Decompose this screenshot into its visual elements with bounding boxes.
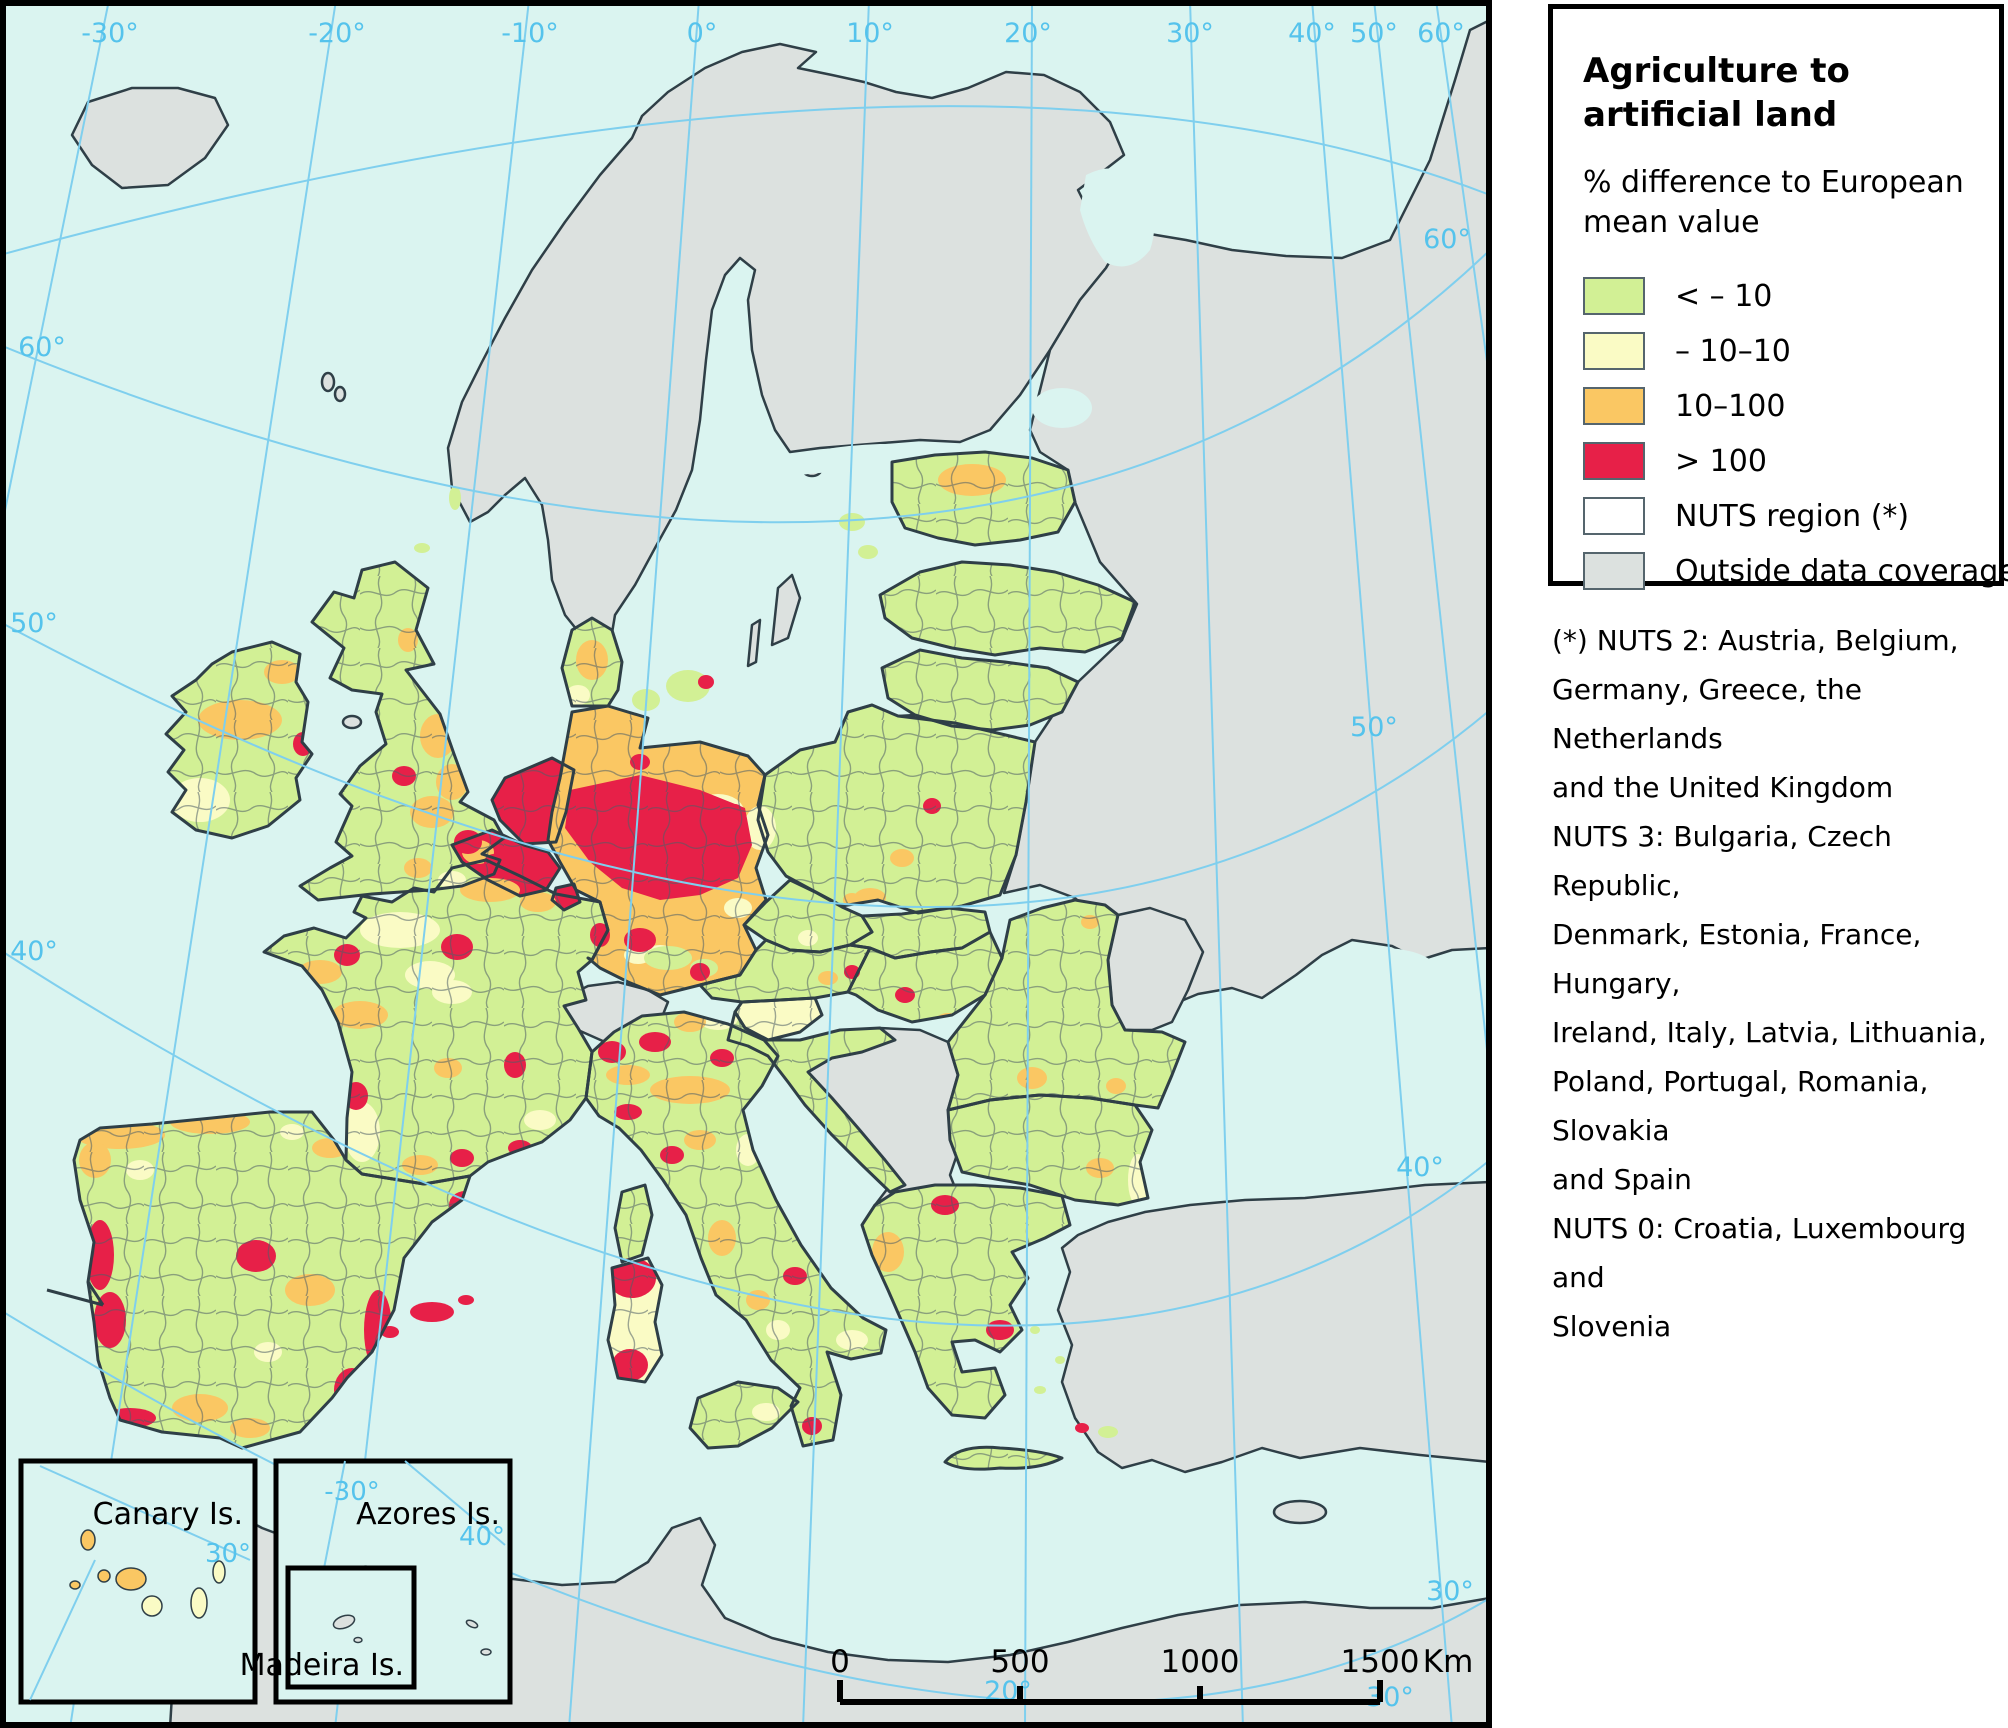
europe-map: -30° -20° -10° 0° 10° 20° 30° 40° 50° 60… (0, 0, 1492, 1728)
legend-swatch-nuts (1583, 497, 1645, 535)
legend-title: Agriculture to artificial land (1583, 51, 1850, 135)
lon-label: 20° (1004, 18, 1052, 49)
scale-bar-labels: 0 500 1000 1500 Km (830, 1644, 1473, 1680)
legend-item-label: NUTS region (*) (1675, 498, 1910, 534)
legend-swatch-orange (1583, 387, 1645, 425)
legend-item: 10–100 (1583, 387, 1981, 425)
lon-label: 50° (1350, 18, 1398, 49)
legend-item: – 10–10 (1583, 332, 1981, 370)
lon-label: 40° (1288, 18, 1336, 49)
lon-label: -10° (501, 18, 559, 49)
lat-label: 40° (10, 936, 58, 967)
nuts-level-notes: (*) NUTS 2: Austria, Belgium, Germany, G… (1552, 624, 1987, 1343)
svg-text:1500: 1500 (1341, 1644, 1420, 1680)
svg-text:0: 0 (830, 1644, 850, 1680)
legend-swatch-outside (1583, 552, 1645, 590)
turkey (1056, 1180, 1492, 1474)
lat-label: 30° (1426, 1576, 1474, 1607)
legend-item-label: > 100 (1675, 443, 1767, 479)
oland (746, 618, 762, 668)
red-islands (381, 675, 1089, 1433)
iceland (70, 86, 230, 190)
legend-subtitle: % difference to European mean value (1583, 165, 1964, 240)
scale-bar (837, 1680, 1383, 1705)
svg-text:1000: 1000 (1161, 1644, 1240, 1680)
map-frame (0, 0, 1492, 1728)
madeira-inset: Madeira Is. (240, 1565, 417, 1690)
lon-label: 10° (846, 18, 894, 49)
legend-items: < – 10 – 10–10 10–100 > 100 NUTS region … (1583, 277, 2008, 590)
graticule (0, 0, 1492, 1728)
legend-item-label: 10–100 (1675, 388, 1786, 424)
graticule-labels: -30° -20° -10° 0° 10° 20° 30° 40° 50° 60… (10, 18, 1474, 1713)
legend-item: NUTS region (*) (1583, 497, 1981, 535)
legend-item: > 100 (1583, 442, 1981, 480)
legend-swatch-green (1583, 277, 1645, 315)
lat-label: 60° (18, 332, 66, 363)
lat-label: 40° (1396, 1152, 1444, 1183)
legend-item-label: – 10–10 (1675, 333, 1791, 369)
legend: Agriculture to artificial land % differe… (1548, 4, 2008, 590)
lon-label: 30° (1166, 18, 1214, 49)
lat-label: 60° (1423, 224, 1471, 255)
legend-item-label: Outside data coverage (1675, 553, 2008, 589)
faroe-2 (333, 385, 347, 403)
canary-lat-label: 30° (205, 1539, 251, 1569)
legend-swatch-red (1583, 442, 1645, 480)
canary-inset-label: Canary Is. (93, 1497, 243, 1532)
legend-swatch-yellow (1583, 332, 1645, 370)
sea-of-azov (1326, 948, 1438, 996)
lon-label: -20° (308, 18, 366, 49)
azores-inset: Azores Is. -30° 40° Madeira Is. (240, 1458, 513, 1705)
azores-inset-label: Azores Is. (356, 1497, 500, 1532)
scale-unit: Km (1423, 1644, 1474, 1680)
azores-lon-label: -30° (324, 1477, 379, 1507)
lat-label: 50° (10, 608, 58, 639)
svg-text:500: 500 (990, 1644, 1049, 1680)
azores-lat-label: 40° (459, 1522, 505, 1552)
legend-item: Outside data coverage (1583, 552, 2008, 590)
canary-inset: Canary Is. 30° (18, 1458, 258, 1705)
madeira-inset-label: Madeira Is. (240, 1648, 404, 1683)
lat-label: 50° (1350, 712, 1398, 743)
faroe-1 (320, 371, 336, 393)
lake-ladoga (1032, 388, 1092, 428)
cyprus (1272, 1499, 1328, 1525)
isle-of-man (341, 714, 363, 730)
legend-item-label: < – 10 (1675, 278, 1773, 314)
lon-label: 30° (1366, 1682, 1414, 1713)
lon-label: 60° (1417, 18, 1465, 49)
white-sea (1080, 168, 1155, 267)
gotland (770, 573, 802, 647)
country-borders (46, 450, 1187, 1471)
legend-item: < – 10 (1583, 277, 1981, 315)
lon-label: -30° (81, 18, 139, 49)
lon-label: 0° (687, 18, 718, 49)
